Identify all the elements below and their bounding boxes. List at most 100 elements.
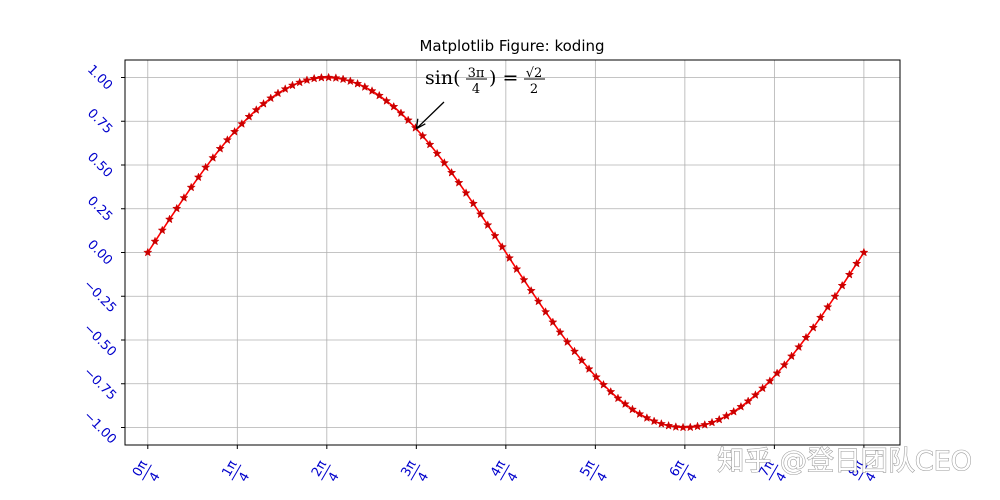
x-tick-label: 5π4 (577, 458, 611, 485)
data-point (251, 105, 261, 114)
data-point (779, 360, 789, 369)
data-point (714, 414, 724, 424)
x-tick-label: 6π4 (667, 458, 701, 485)
x-tick-fraction-bar (768, 464, 779, 481)
data-point (533, 296, 544, 306)
x-tick-label: 3π4 (398, 458, 432, 485)
y-axis: 1.00 0.75 0.50 0.25 0.00 −0.25 −0.50 −0.75 −1.00 (80, 62, 125, 447)
y-tick-label: −0.25 (80, 277, 119, 316)
x-tick-fraction-bar (589, 464, 600, 481)
data-point (258, 98, 269, 108)
data-point (193, 172, 204, 182)
y-tick-label: 0.50 (84, 150, 115, 181)
data-point (613, 393, 623, 403)
x-tick-fraction-bar (321, 464, 331, 481)
data-point (309, 73, 319, 83)
data-point (750, 390, 761, 400)
data-point (331, 73, 341, 82)
data-point (222, 135, 233, 144)
annotation-arrow (415, 101, 445, 130)
data-point (736, 401, 746, 411)
data-point (150, 236, 160, 246)
data-point (345, 76, 355, 86)
data-point (555, 327, 565, 337)
data-point (446, 167, 457, 177)
data-point (671, 422, 681, 431)
grid (125, 60, 900, 445)
data-point (815, 312, 826, 322)
data-point (389, 101, 399, 111)
data-point (685, 422, 695, 432)
chart-title: Matplotlib Figure: koding (419, 37, 604, 55)
data-point (432, 148, 442, 158)
annotation-fn: sin( (425, 67, 460, 89)
y-tick-label: −0.75 (80, 365, 119, 404)
data-point (591, 372, 601, 382)
data-point (186, 182, 196, 192)
data-point (302, 75, 312, 85)
data-point (548, 317, 558, 327)
y-tick-label: 0.00 (84, 237, 115, 268)
annotation-rhs-den: 2 (530, 82, 538, 97)
annotation: sin( 3π 4 ) = √2 2 (415, 66, 545, 130)
data-point (512, 264, 522, 274)
data-point (794, 342, 804, 352)
data-point (598, 379, 609, 389)
data-point (721, 411, 732, 420)
x-tick-fraction-bar (410, 464, 421, 481)
annotation-close: ) = (489, 67, 518, 89)
x-tick-denominator: 4 (594, 470, 611, 485)
annotation-arg-num: 3π (468, 66, 485, 81)
data-point (649, 416, 659, 426)
data-point (208, 153, 218, 162)
data-point (468, 198, 478, 208)
axes-frame (124, 59, 901, 446)
y-tick-label: 1.00 (84, 62, 115, 93)
data-point (164, 214, 175, 224)
data-point (678, 422, 688, 432)
data-point (830, 291, 840, 301)
data-point (808, 322, 818, 332)
y-tick-label: 0.25 (84, 194, 115, 225)
series-sin (143, 72, 869, 432)
x-tick-denominator: 4 (147, 470, 164, 485)
data-point (200, 162, 211, 172)
data-point (859, 247, 869, 257)
data-point (642, 413, 652, 422)
x-tick-denominator: 4 (326, 470, 343, 485)
y-tick-label: 0.75 (84, 106, 115, 137)
data-point (374, 90, 384, 100)
data-point (381, 96, 392, 105)
data-point (584, 364, 594, 373)
data-point (316, 72, 327, 82)
data-point (627, 404, 638, 414)
data-point (700, 419, 710, 429)
data-point (323, 72, 334, 82)
data-point (569, 346, 580, 356)
x-tick-fraction-bar (858, 464, 868, 481)
data-point (519, 275, 529, 284)
data-point (786, 351, 797, 361)
data-point (497, 242, 507, 251)
data-point (244, 111, 254, 121)
y-tick-label: −0.50 (80, 321, 119, 360)
x-tick-fraction-bar (500, 464, 510, 481)
series-line (147, 76, 865, 429)
data-point (851, 258, 862, 268)
data-point (461, 188, 471, 198)
data-point (757, 383, 768, 393)
data-point (483, 220, 493, 230)
data-point (338, 74, 348, 84)
y-tick-label: −1.00 (80, 408, 119, 447)
data-point (439, 158, 450, 167)
data-point (266, 93, 276, 103)
x-tick-fraction-bar (141, 464, 152, 481)
data-point (837, 280, 847, 290)
x-tick-denominator: 4 (684, 470, 701, 485)
data-point (743, 396, 753, 406)
data-point (620, 399, 630, 409)
data-point (490, 230, 500, 240)
watermark: 知乎 @登日团队CEO (717, 446, 972, 477)
data-point (526, 285, 536, 295)
